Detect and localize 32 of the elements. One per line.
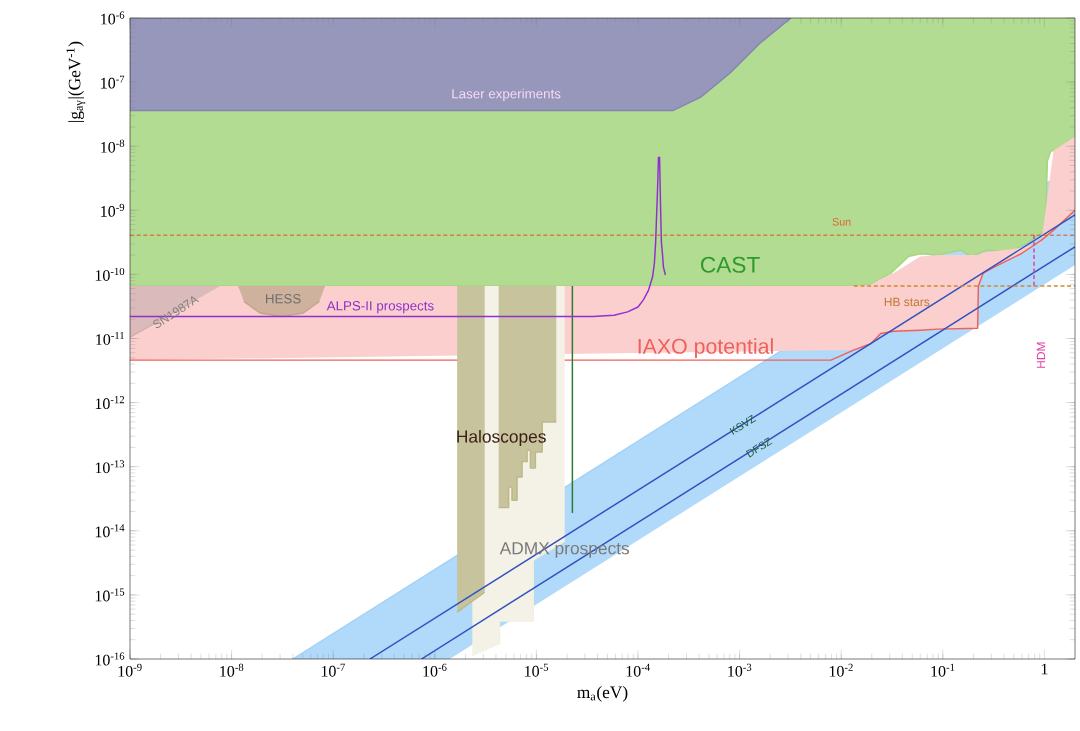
annotation: CAST xyxy=(700,256,760,273)
y-tick-label: 10$^{-9}$ xyxy=(101,203,125,217)
annotation: IAXO potential xyxy=(638,338,773,359)
annotation: Laser experiments xyxy=(452,88,561,102)
y-tick-label: 10$^{-6}$ xyxy=(101,11,125,25)
y-tick-label: 10$^{-7}$ xyxy=(101,75,125,89)
x-tick-label: 10$^{-8}$ xyxy=(220,663,244,677)
annotation: ALPS-II prospects xyxy=(326,301,434,314)
x-tick-label: 10$^{-7}$ xyxy=(321,663,345,677)
x-tick-label: 10$^{-5}$ xyxy=(525,663,549,677)
y-tick-label: 10$^{-11}$ xyxy=(96,332,124,345)
x-tick-label: 10$^{-2}$ xyxy=(829,663,853,677)
y-tick-label: 10$^{-16}$ xyxy=(95,652,125,666)
annotation: Haloscopes xyxy=(457,429,546,447)
y-tick-label: 10$^{-13}$ xyxy=(95,460,125,474)
x-tick-label: 10$^{-6}$ xyxy=(423,663,447,677)
x-tick-label: 10$^{-1}$ xyxy=(931,663,955,677)
annotation: HDM xyxy=(1036,342,1046,368)
y-tick-label: 10$^{-15}$ xyxy=(95,588,125,602)
x-tick-label: 10$^{-3}$ xyxy=(728,663,752,677)
y-axis-title: |g$_{aγ}$|(GeV$^{-1}$) xyxy=(66,41,86,122)
x-tick-label: 10$^{-4}$ xyxy=(626,663,650,677)
x-tick-label: 1 xyxy=(1041,663,1048,675)
y-tick-label: 10$^{-10}$ xyxy=(95,267,125,281)
y-tick-label: 10$^{-8}$ xyxy=(101,139,125,153)
x-tick-label: 10$^{-9}$ xyxy=(118,663,142,677)
y-tick-label: 10$^{-12}$ xyxy=(95,396,125,410)
y-tick-label: 10$^{-14}$ xyxy=(95,524,125,538)
annotation: HB stars xyxy=(884,297,930,307)
x-axis-title: m$_{a}$(eV) xyxy=(577,685,628,702)
annotation: Sun xyxy=(832,218,851,226)
annotation: HESS xyxy=(266,294,301,304)
